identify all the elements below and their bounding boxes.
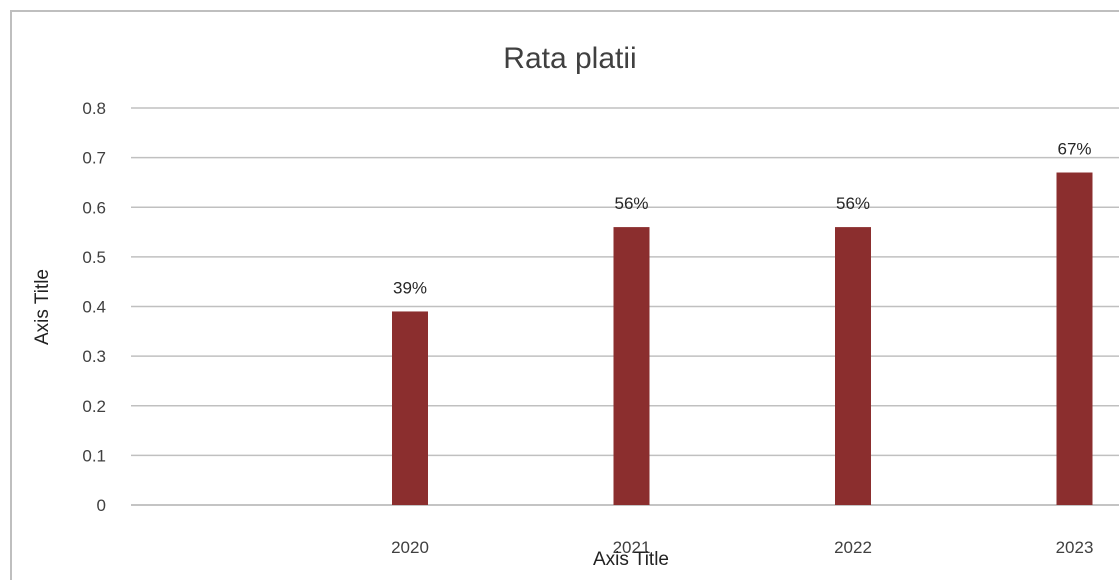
bar-2021 xyxy=(613,227,650,505)
chart-title: Rata platii xyxy=(503,42,636,75)
y-tick-labels: 0 0.1 0.2 0.3 0.4 0.5 0.6 0.7 0.8 xyxy=(82,99,106,515)
x-tick-label-2020: 2020 xyxy=(391,538,429,557)
y-axis-title: Axis Title xyxy=(32,269,53,345)
data-label-2022: 56% xyxy=(836,194,870,213)
y-tick-label: 0.7 xyxy=(82,149,106,168)
y-tick-label: 0.6 xyxy=(82,198,106,217)
x-tick-label-2022: 2022 xyxy=(834,538,872,557)
x-axis-title: Axis Title xyxy=(593,549,669,570)
data-label-2020: 39% xyxy=(393,278,427,297)
chart-frame xyxy=(10,10,1119,580)
data-label-2023: 67% xyxy=(1057,140,1091,159)
x-tick-label-2023: 2023 xyxy=(1056,538,1094,557)
y-tick-label: 0.1 xyxy=(82,446,106,465)
y-tick-label: 0 xyxy=(97,496,106,515)
bar-2023 xyxy=(1056,172,1093,505)
y-tick-label: 0.5 xyxy=(82,248,106,267)
bar-2022 xyxy=(835,227,871,505)
y-tick-label: 0.3 xyxy=(82,347,106,366)
bar-2020 xyxy=(392,311,428,505)
data-label-2021: 56% xyxy=(614,194,648,213)
data-labels: 39% 56% 56% 67% xyxy=(393,140,1092,298)
y-tick-label: 0.8 xyxy=(82,99,106,118)
y-tick-label: 0.2 xyxy=(82,397,106,416)
x-tick-label-2021: 2021 xyxy=(613,538,651,557)
y-tick-label: 0.4 xyxy=(82,298,106,317)
bars xyxy=(392,172,1093,505)
x-tick-labels: 2020 2021 2022 2023 xyxy=(391,538,1093,557)
